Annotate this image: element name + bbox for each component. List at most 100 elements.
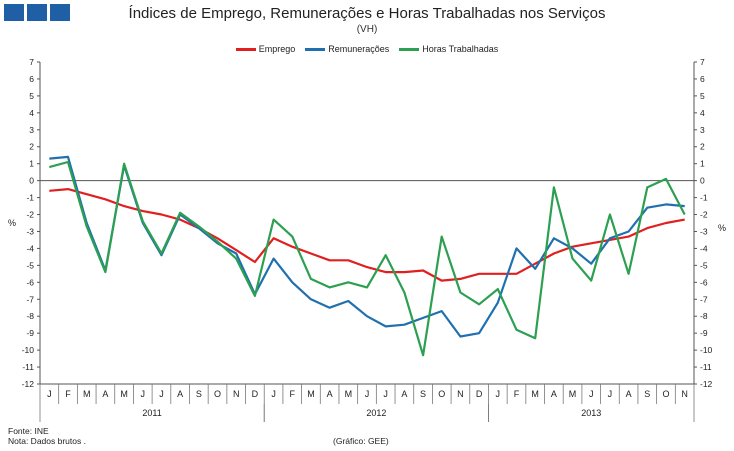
y-tick-label-right: 2	[700, 142, 705, 152]
y-tick-label-right: 6	[700, 74, 705, 84]
y-tick-label-left: -9	[26, 328, 34, 338]
legend-item: Horas Trabalhadas	[399, 44, 498, 54]
x-tick-label: N	[457, 389, 464, 399]
y-tick-label-right: 0	[700, 176, 705, 186]
x-tick-label: A	[102, 389, 108, 399]
x-tick-label: A	[551, 389, 557, 399]
y-tick-label-right: -11	[700, 362, 712, 372]
y-tick-label-right: -1	[700, 193, 708, 203]
y-tick-label-right: -5	[700, 260, 708, 270]
y-tick-label-right: -2	[700, 210, 708, 220]
y-tick-label-left: -10	[22, 345, 35, 355]
x-tick-label: M	[120, 389, 128, 399]
y-tick-label-left: -5	[26, 260, 34, 270]
y-tick-label-left: 2	[29, 142, 34, 152]
legend-label: Remunerações	[328, 44, 390, 54]
y-tick-label-left: 7	[29, 57, 34, 67]
y-tick-label-right: 3	[700, 125, 705, 135]
year-label: 2011	[142, 408, 161, 418]
x-tick-label: A	[626, 389, 632, 399]
year-label: 2013	[581, 408, 601, 418]
y-tick-label-left: 3	[29, 125, 34, 135]
series-line-emprego	[49, 188, 685, 282]
legend-label: Emprego	[258, 44, 296, 54]
y-tick-label-left: 0	[29, 176, 34, 186]
x-tick-label: F	[514, 389, 520, 399]
logo-block	[4, 4, 24, 21]
x-tick-label: D	[476, 389, 483, 399]
y-tick-label-right: -6	[700, 277, 708, 287]
x-tick-label: J	[141, 389, 146, 399]
x-tick-label: N	[681, 389, 688, 399]
x-tick-label: M	[307, 389, 315, 399]
source-note: Fonte: INE	[8, 426, 49, 436]
y-tick-label-left: -2	[26, 210, 34, 220]
x-tick-label: F	[65, 389, 71, 399]
data-note: Nota: Dados brutos .	[8, 436, 86, 446]
legend-label: Horas Trabalhadas	[422, 44, 499, 54]
x-tick-label: J	[608, 389, 613, 399]
x-tick-label: O	[662, 389, 669, 399]
y-tick-label-left: 6	[29, 74, 34, 84]
legend-swatch	[235, 47, 256, 51]
x-tick-label: M	[345, 389, 353, 399]
x-tick-label: D	[252, 389, 259, 399]
year-label: 2012	[366, 408, 386, 418]
y-tick-label-right: -10	[700, 345, 713, 355]
x-tick-label: J	[365, 389, 370, 399]
series-line-remunera-es	[49, 155, 685, 338]
x-tick-label: M	[83, 389, 91, 399]
x-tick-label: J	[589, 389, 594, 399]
y-tick-label-left: -1	[26, 193, 34, 203]
y-tick-label-right: 7	[700, 57, 705, 67]
logo-block	[50, 4, 70, 21]
y-tick-label-left: 1	[29, 159, 34, 169]
y-tick-label-right: -3	[700, 226, 708, 236]
legend-item: Emprego	[235, 44, 296, 54]
y-tick-label-left: -11	[22, 362, 34, 372]
y-axis-label-right: %	[718, 223, 726, 233]
x-tick-label: J	[271, 389, 276, 399]
y-tick-label-left: -4	[26, 243, 34, 253]
y-tick-label-right: -12	[700, 379, 713, 389]
chart-title: Índices de Emprego, Remunerações e Horas…	[128, 5, 606, 22]
y-tick-label-left: 4	[29, 108, 34, 118]
x-tick-label: A	[327, 389, 333, 399]
x-tick-label: S	[644, 389, 650, 399]
y-tick-label-left: -12	[22, 379, 35, 389]
logo	[4, 4, 70, 21]
legend-swatch	[305, 47, 326, 51]
x-tick-label: J	[496, 389, 501, 399]
x-tick-label: A	[177, 389, 183, 399]
y-tick-label-right: -9	[700, 328, 708, 338]
chart-subtitle: (VH)	[356, 24, 378, 35]
legend: Emprego Remunerações Horas Trabalhadas	[0, 44, 734, 54]
y-tick-label-right: 4	[700, 108, 705, 118]
x-tick-label: S	[196, 389, 202, 399]
x-tick-label: A	[401, 389, 407, 399]
series-line-horas-trabalhadas	[49, 160, 686, 357]
y-tick-label-right: 1	[700, 159, 705, 169]
x-tick-label: F	[290, 389, 296, 399]
legend-swatch	[399, 47, 420, 51]
x-tick-label: O	[214, 389, 221, 399]
x-tick-label: J	[159, 389, 164, 399]
x-tick-label: N	[233, 389, 240, 399]
x-tick-label: O	[438, 389, 445, 399]
y-tick-label-left: -3	[26, 226, 34, 236]
chart-credit: (Gráfico: GEE)	[333, 436, 389, 446]
logo-block	[27, 4, 47, 21]
x-tick-label: M	[531, 389, 539, 399]
y-tick-label-right: 5	[700, 91, 705, 101]
x-tick-label: S	[420, 389, 426, 399]
x-tick-label: J	[47, 389, 52, 399]
x-tick-label: J	[383, 389, 388, 399]
x-tick-label: M	[569, 389, 577, 399]
y-tick-label-left: 5	[29, 91, 34, 101]
y-tick-label-left: -6	[26, 277, 34, 287]
y-tick-label-right: -4	[700, 243, 708, 253]
y-tick-label-right: -8	[700, 311, 708, 321]
legend-item: Remunerações	[305, 44, 389, 54]
y-axis-label-left: %	[8, 218, 16, 228]
